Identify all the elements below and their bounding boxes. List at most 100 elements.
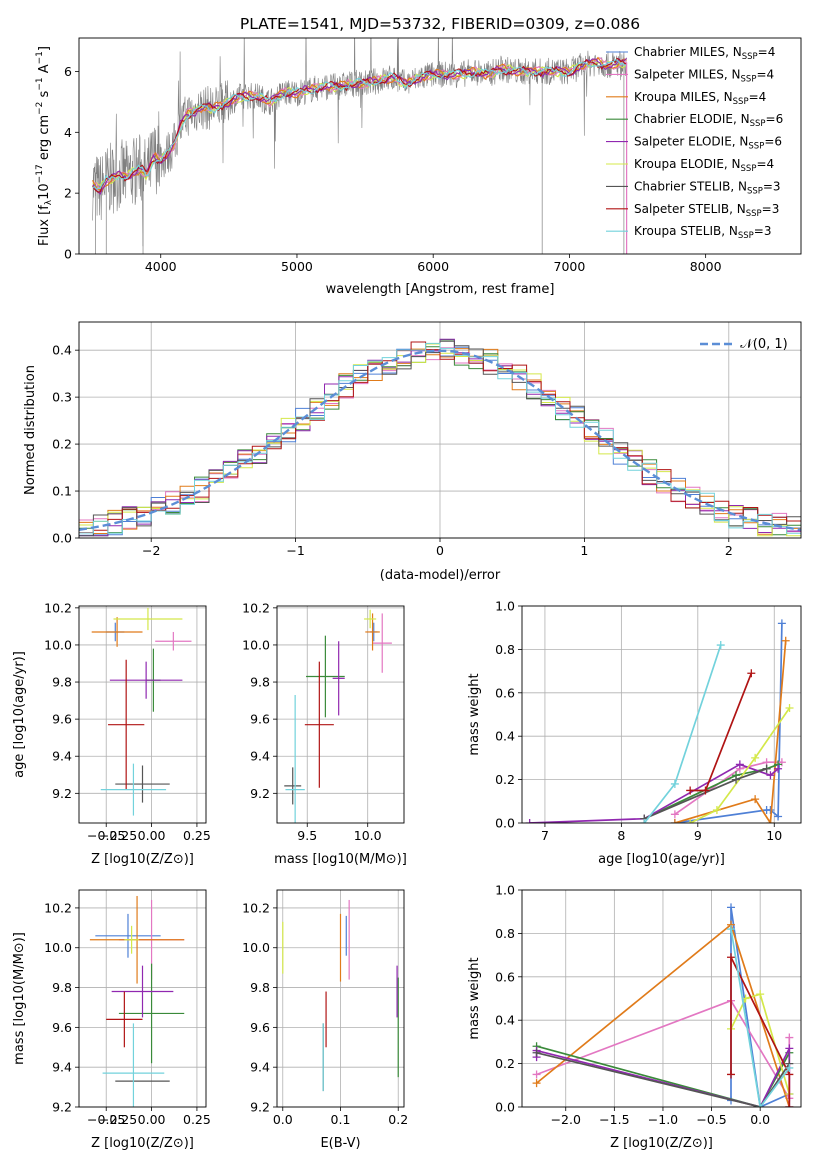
axes-frame <box>78 37 802 255</box>
y-tick-label: 2 <box>64 186 72 201</box>
massweight-vs-age-panel: 7 8 9 10 0.0 0.2 0.4 0.6 0.8 1.0 age [log10(age/yr… <box>467 599 802 867</box>
x-tick-label: 5000 <box>281 259 313 274</box>
y-axis-label: Flux [fλ10−17 erg cm−2 s−1 A−1] <box>35 46 54 246</box>
x-tick-label: 0.25 <box>183 828 211 843</box>
y-tick-label: 9.6 <box>52 1020 72 1035</box>
y-tick-label: 0.6 <box>495 969 515 984</box>
y-tick-label: 9.2 <box>52 786 72 801</box>
y-tick-label: 10.0 <box>44 940 72 955</box>
legend-label-salpeter_stelib: Salpeter STELIB, NSSP=3 <box>634 202 779 219</box>
series-marker-kroupa_stelib <box>785 1063 794 1072</box>
x-tick-label: 0.1 <box>331 1112 351 1127</box>
age-vs-metallicity-panel: −0.25 0.00 0.259.29.49.69.810.010.2Z [log1… <box>12 600 211 867</box>
y-tick-label: 9.4 <box>250 1060 270 1075</box>
y-tick-label: 0.0 <box>52 531 72 546</box>
x-tick-label: 0.0 <box>750 1112 770 1127</box>
x-tick-label: −1.0 <box>648 1112 678 1127</box>
series-line-kroupa_stelib <box>730 928 790 1107</box>
x-axis-label: Z [log10(Z/Z⊙)] <box>610 1136 713 1151</box>
y-tick-label: 0.0 <box>495 1100 515 1115</box>
spectrum-panel: 4000 5000 6000 7000 8000 0 2 4 6 wavelength [Angs… <box>35 37 802 297</box>
series-marker-salpeter_elodie <box>525 819 534 823</box>
x-tick-label: −1.5 <box>599 1112 629 1127</box>
series-marker-chabrier_miles <box>727 903 736 912</box>
legend-label-normal: 𝒩(0, 1) <box>740 337 787 352</box>
y-tick-label: 9.4 <box>52 749 72 764</box>
series-line-chabrier_elodie <box>643 763 779 820</box>
y-tick-label: 0.8 <box>495 642 515 657</box>
y-axis-label: mass [log10(M/M⊙)] <box>12 932 27 1065</box>
x-tick-label: 8000 <box>690 259 722 274</box>
series-marker-salpeter_stelib <box>727 1070 736 1079</box>
y-tick-label: 1.0 <box>495 883 515 898</box>
series-line-kroupa_elodie <box>689 707 791 823</box>
legend-label-kroupa_miles: Kroupa MILES, NSSP=4 <box>634 90 766 107</box>
plot-area <box>532 903 794 1107</box>
y-axis-label: mass weight <box>467 957 482 1039</box>
series-marker-chabrier_stelib <box>762 764 771 773</box>
y-tick-label: 0.2 <box>495 1056 515 1071</box>
x-tick-label: 0.0 <box>273 1112 293 1127</box>
series-marker-salpeter_stelib <box>701 786 710 795</box>
x-tick-label: 6000 <box>417 259 449 274</box>
legend-label-kroupa_stelib: Kroupa STELIB, NSSP=3 <box>634 224 772 241</box>
series-marker-kroupa_elodie <box>751 753 760 762</box>
x-tick-label: 4000 <box>145 259 177 274</box>
x-tick-label: 0 <box>436 543 444 558</box>
y-tick-label: 10.2 <box>44 600 72 615</box>
figure-title: PLATE=1541, MJD=53732, FIBERID=0309, z=0… <box>240 15 640 33</box>
y-tick-label: 0.4 <box>495 729 515 744</box>
plot-area <box>89 895 185 1107</box>
y-tick-label: 0.6 <box>495 685 515 700</box>
y-tick-label: 9.2 <box>250 786 270 801</box>
series-marker-kroupa_stelib <box>670 779 679 788</box>
y-tick-label: 0.8 <box>495 926 515 941</box>
model-fit-salpeter_stelib <box>92 57 627 193</box>
x-tick-label: −2 <box>142 543 160 558</box>
y-tick-label: 10.2 <box>242 600 270 615</box>
x-tick-label: 1 <box>580 543 588 558</box>
x-tick-label: −1 <box>286 543 304 558</box>
x-tick-label: −0.5 <box>696 1112 726 1127</box>
x-tick-label: 0.00 <box>138 828 166 843</box>
series-marker-kroupa_stelib <box>727 925 736 934</box>
mass-vs-metallicity-panel: −0.25 0.00 0.259.29.49.69.810.010.2Z [log1… <box>12 889 211 1151</box>
y-tick-label: 9.8 <box>250 980 270 995</box>
axes-frame <box>78 889 207 1108</box>
legend-label-kroupa_elodie: Kroupa ELODIE, NSSP=4 <box>634 157 774 174</box>
normal-distribution-curve <box>79 349 801 531</box>
histogram-kroupa_stelib <box>79 342 801 534</box>
x-axis-label: age [log10(age/yr)] <box>598 852 725 867</box>
y-tick-label: 9.2 <box>250 1100 270 1115</box>
plot-area <box>79 338 801 537</box>
x-tick-label: 0.25 <box>183 1112 211 1127</box>
series-marker-salpeter_miles <box>785 1033 794 1042</box>
y-tick-label: 0.4 <box>52 343 72 358</box>
histogram-salpeter_stelib <box>79 341 801 534</box>
y-axis-label: Normed distribution <box>23 365 38 495</box>
plot-area <box>92 38 628 254</box>
plot-area <box>284 609 392 823</box>
x-tick-label: 7 <box>541 828 549 843</box>
series-marker-salpeter_elodie <box>766 771 775 780</box>
series-marker-kroupa_miles <box>766 819 775 823</box>
x-axis-label: E(B-V) <box>320 1136 360 1151</box>
series-marker-salpeter_elodie <box>774 764 783 773</box>
series-marker-salpeter_stelib <box>747 669 756 678</box>
y-tick-label: 9.4 <box>52 1060 72 1075</box>
x-tick-label: 0.2 <box>388 1112 408 1127</box>
y-tick-label: 0.2 <box>52 437 72 452</box>
axes-frame <box>78 605 207 824</box>
massweight-vs-metallicity-panel: −2.0 −1.5 −1.0 −0.5 0.0 0.0 0.2 0.4 0.6 0.8 1.0 Z [… <box>467 883 802 1151</box>
x-tick-label: 9.5 <box>297 828 317 843</box>
y-tick-label: 6 <box>64 64 72 79</box>
y-tick-label: 0.1 <box>52 484 72 499</box>
series-marker-chabrier_stelib <box>732 775 741 784</box>
x-tick-label: 9 <box>694 828 702 843</box>
plot-area <box>91 607 192 816</box>
plot-area <box>525 619 794 823</box>
y-tick-label: 10.0 <box>44 637 72 652</box>
axes-frame <box>276 605 405 824</box>
y-tick-label: 0.2 <box>495 772 515 787</box>
